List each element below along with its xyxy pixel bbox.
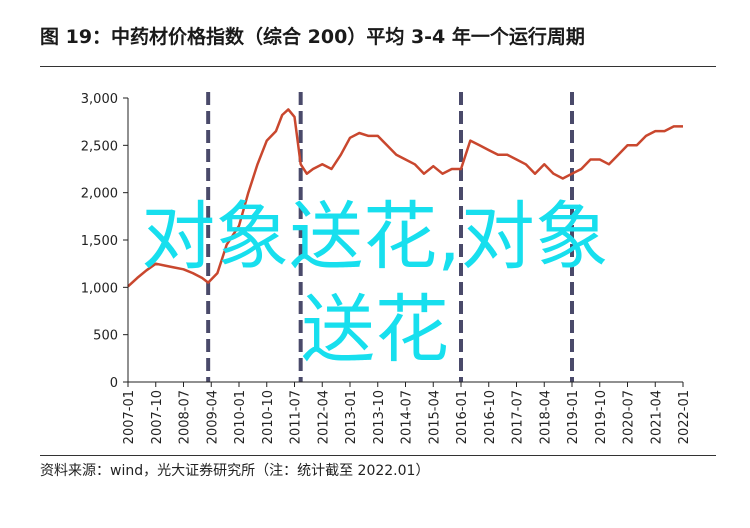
y-tick-label: 500	[93, 329, 118, 344]
top-rule	[40, 66, 716, 67]
x-tick-label: 2007-10	[150, 390, 165, 444]
y-tick-label: 1,000	[81, 281, 118, 296]
x-tick-label: 2012-04	[316, 390, 331, 444]
y-tick-label: 0	[110, 376, 118, 391]
x-tick-label: 2021-04	[649, 390, 664, 444]
x-tick-label: 2008-07	[178, 390, 193, 444]
x-tick-label: 2011-07	[289, 390, 304, 444]
series-line	[127, 108, 683, 288]
source-note: 资料来源：wind，光大证券研究所（注：统计截至 2022.01）	[40, 463, 430, 479]
cycle-markers	[206, 92, 574, 382]
x-tick-label: 2014-07	[400, 390, 415, 444]
y-tick-label: 3,000	[81, 92, 118, 107]
x-tick-label: 2009-04	[205, 390, 220, 444]
y-tick-label: 2,500	[81, 139, 118, 154]
x-tick-label: 2010-10	[261, 390, 276, 444]
x-tick-label: 2020-07	[622, 390, 637, 444]
x-tick-label: 2013-01	[344, 390, 359, 444]
x-axis-ticks: 2007-01 2007-10 2008-07 2009-04 2010-01 2010-…	[122, 382, 692, 444]
x-tick-label: 2016-10	[483, 390, 498, 444]
x-tick-label: 2022-01	[677, 390, 692, 444]
y-tick-label: 2,000	[81, 187, 118, 202]
x-tick-label: 2019-10	[594, 390, 609, 444]
series-group	[127, 108, 683, 288]
watermark-line-2: 送花	[301, 287, 449, 373]
watermark-line-1: 对象送花,对象	[141, 194, 609, 280]
x-tick-label: 2010-01	[233, 390, 248, 444]
x-tick-label: 2016-01	[455, 390, 470, 444]
watermark: 对象送花,对象 送花	[141, 194, 609, 373]
x-tick-label: 2017-07	[511, 390, 526, 444]
bottom-rule	[40, 455, 716, 456]
chart-title: 图 19：中药材价格指数（综合 200）平均 3-4 年一个运行周期	[40, 26, 585, 48]
y-tick-label: 1,500	[81, 234, 118, 249]
y-axis-ticks: 0 500 1,000 1,500 2,000 2,500 3,000	[81, 92, 128, 391]
x-tick-label: 2007-01	[122, 390, 137, 444]
x-tick-label: 2019-01	[566, 390, 581, 444]
x-tick-label: 2015-04	[427, 390, 442, 444]
x-tick-label: 2018-04	[538, 390, 553, 444]
x-tick-label: 2013-10	[372, 390, 387, 444]
